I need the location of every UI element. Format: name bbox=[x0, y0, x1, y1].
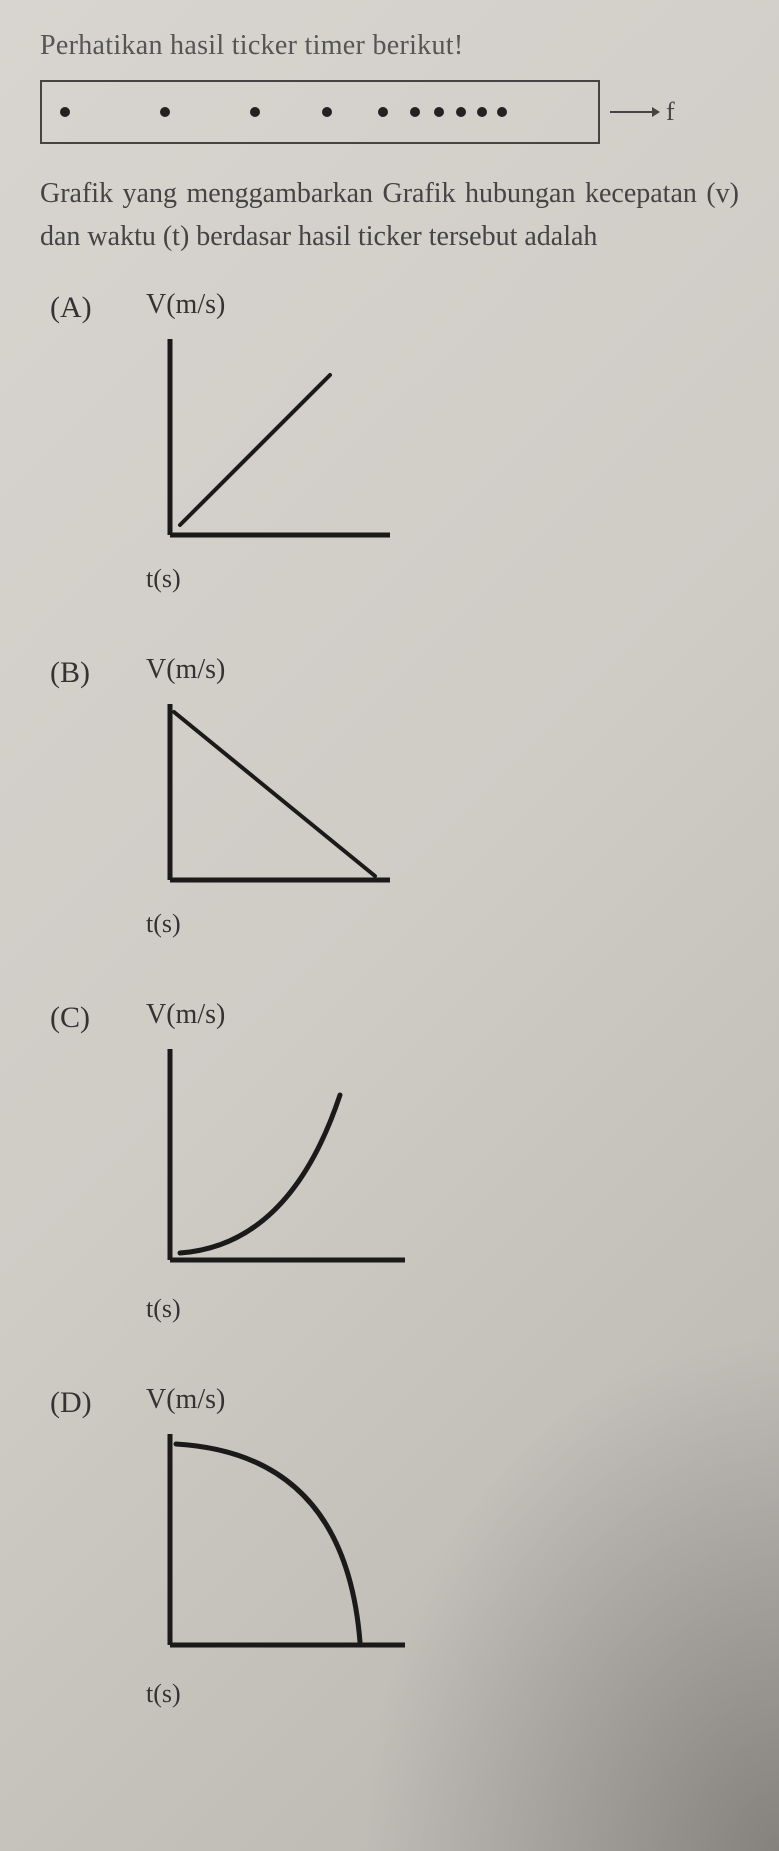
option-d-graph bbox=[140, 1420, 420, 1670]
option-c-graph-block: V(m/s) t(s) bbox=[140, 999, 739, 1324]
option-b: (B) V(m/s) t(s) bbox=[40, 654, 739, 939]
ticker-dot bbox=[456, 107, 466, 117]
option-a-label: (A) bbox=[50, 289, 140, 325]
option-b-yaxis: V(m/s) bbox=[146, 654, 739, 686]
option-d-yaxis: V(m/s) bbox=[146, 1384, 739, 1416]
ticker-dot bbox=[497, 107, 507, 117]
option-c-label: (C) bbox=[50, 999, 140, 1035]
force-arrow-label: f bbox=[610, 97, 675, 127]
option-d-label: (D) bbox=[50, 1384, 140, 1420]
option-c-xaxis: t(s) bbox=[146, 1294, 739, 1324]
option-b-graph-block: V(m/s) t(s) bbox=[140, 654, 739, 939]
ticker-dot bbox=[434, 107, 444, 117]
option-a: (A) V(m/s) t(s) bbox=[40, 289, 739, 594]
option-d-graph-block: V(m/s) t(s) bbox=[140, 1384, 739, 1709]
instruction-text: Perhatikan hasil ticker timer berikut! bbox=[40, 30, 739, 62]
ticker-dot bbox=[477, 107, 487, 117]
ticker-tape-figure: f bbox=[40, 80, 739, 144]
option-a-yaxis: V(m/s) bbox=[146, 289, 739, 321]
ticker-dot bbox=[410, 107, 420, 117]
option-a-xaxis: t(s) bbox=[146, 564, 739, 594]
ticker-dot bbox=[250, 107, 260, 117]
option-b-xaxis: t(s) bbox=[146, 909, 739, 939]
ticker-tape-box bbox=[40, 80, 600, 144]
option-a-graph bbox=[140, 325, 400, 555]
option-b-label: (B) bbox=[50, 654, 140, 690]
option-d: (D) V(m/s) t(s) bbox=[40, 1384, 739, 1709]
ticker-dot bbox=[322, 107, 332, 117]
option-c: (C) V(m/s) t(s) bbox=[40, 999, 739, 1324]
ticker-dot bbox=[60, 107, 70, 117]
ticker-dot bbox=[378, 107, 388, 117]
question-prompt: Grafik yang menggambarkan Grafik hubunga… bbox=[40, 172, 739, 259]
option-b-graph bbox=[140, 690, 400, 900]
option-c-yaxis: V(m/s) bbox=[146, 999, 739, 1031]
ticker-dot bbox=[160, 107, 170, 117]
option-d-xaxis: t(s) bbox=[146, 1679, 739, 1709]
f-label: f bbox=[666, 97, 675, 127]
option-c-graph bbox=[140, 1035, 420, 1285]
option-a-graph-block: V(m/s) t(s) bbox=[140, 289, 739, 594]
